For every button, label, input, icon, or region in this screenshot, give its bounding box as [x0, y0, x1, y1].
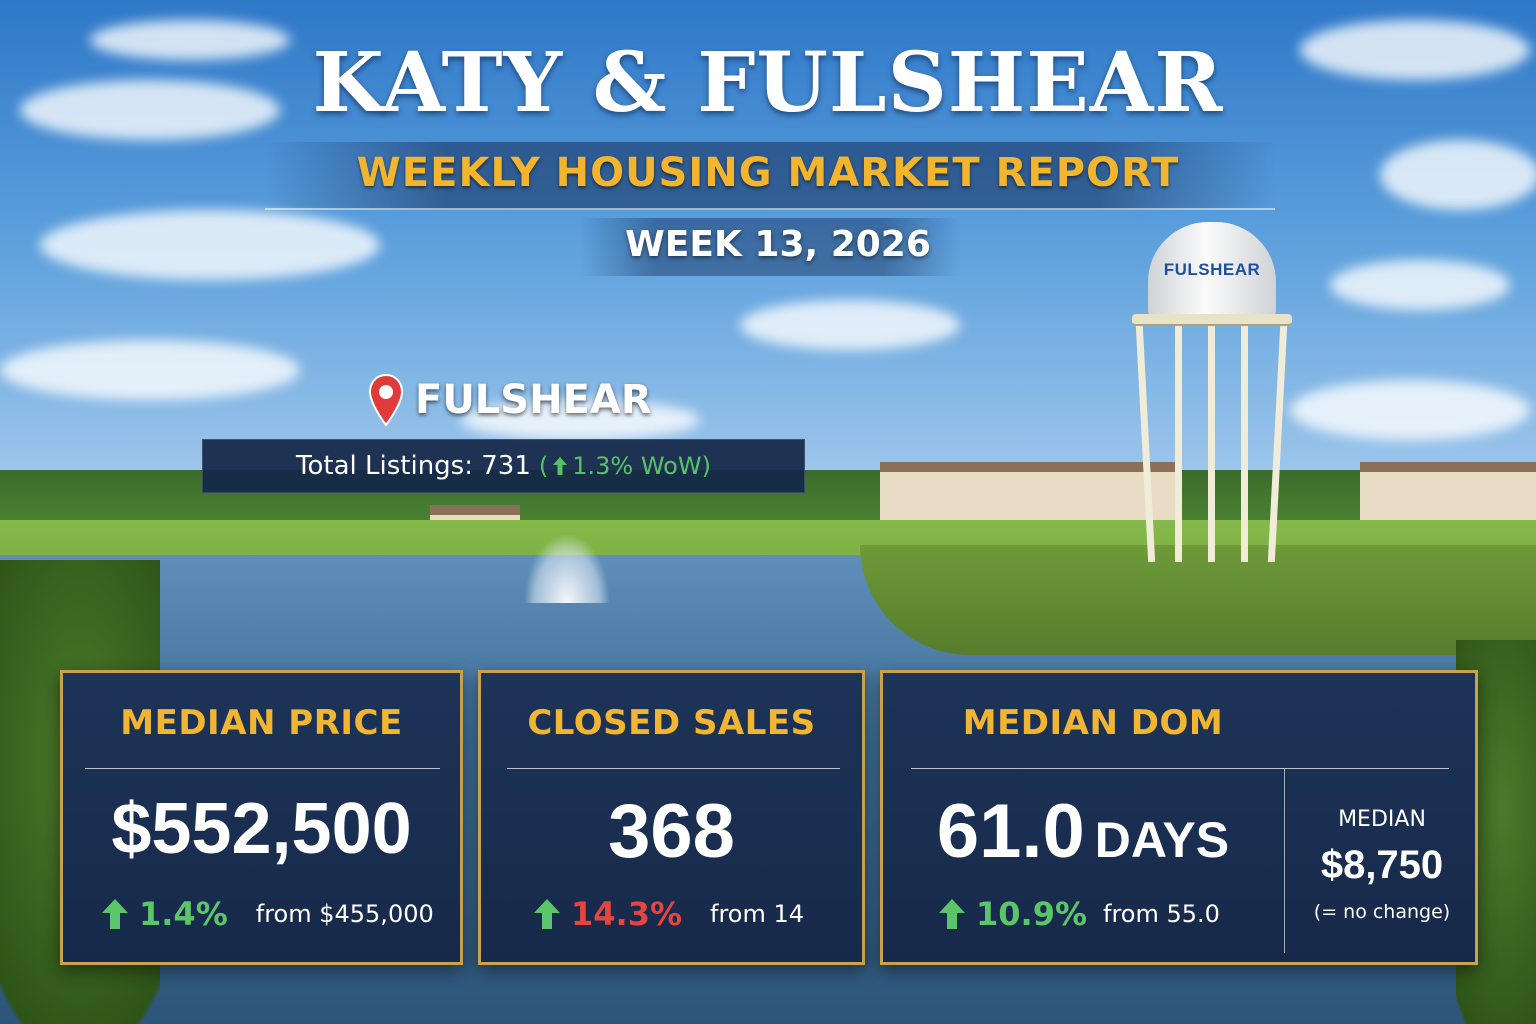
closed-sales-change-from: from 14 — [710, 900, 805, 928]
water-tower-label: FULSHEAR — [1163, 260, 1261, 279]
water-tower-balcony — [1132, 314, 1292, 326]
median-dom-card: MEDIAN DOM 61.0 DAYS 10.9% from 55.0 MEDI… — [880, 670, 1478, 965]
median-dom-value: 61.0 — [936, 789, 1085, 874]
lake-shore — [860, 545, 1536, 655]
water-tower-leg — [1135, 326, 1156, 562]
median-price-value: $552,500 — [111, 789, 412, 869]
cloud — [40, 210, 380, 280]
median-dom-unit: DAYS — [1094, 812, 1230, 868]
median-dom-change: 10.9% from 55.0 — [938, 895, 1220, 933]
median-price-change: 1.4% from $455,000 — [101, 895, 434, 933]
total-listings-label: Total Listings: 731 — [296, 451, 531, 481]
arrow-up-icon — [534, 899, 560, 929]
paren-close: ) — [701, 452, 711, 480]
water-tower-leg — [1241, 326, 1248, 562]
closed-sales-change: 14.3% from 14 — [533, 895, 804, 933]
cloud — [740, 300, 960, 350]
paren-open: ( — [538, 452, 549, 480]
subtitle-banner — [265, 142, 1275, 210]
map-pin-icon — [368, 373, 404, 427]
report-subtitle: WEEKLY HOUSING MARKET REPORT — [356, 150, 1180, 196]
water-tower-leg — [1175, 326, 1182, 562]
cloud — [1300, 20, 1530, 80]
water-tower-tank — [1148, 222, 1276, 318]
listings-change-value: 1.3% WoW — [572, 452, 702, 480]
median-price-change-from: from $455,000 — [255, 900, 434, 928]
houses — [1360, 462, 1536, 526]
side-median-value: $8,750 — [1320, 843, 1444, 887]
water-tower: FULSHEAR — [1130, 222, 1295, 562]
cloud — [1290, 380, 1530, 440]
location-name: FULSHEAR — [415, 377, 652, 423]
total-listings-box: Total Listings: 731 ( 1.3% WoW ) — [202, 439, 805, 493]
cloud — [1330, 260, 1510, 310]
houses — [880, 462, 1180, 526]
water-tower-leg — [1267, 326, 1288, 562]
cloud — [1380, 140, 1536, 210]
cloud — [0, 340, 300, 400]
median-dom-change-pct: 10.9% — [976, 895, 1088, 933]
arrow-up-icon — [939, 899, 965, 929]
arrow-up-icon — [553, 457, 568, 475]
median-dom-title: MEDIAN DOM — [962, 703, 1224, 743]
card-vertical-divider — [1284, 769, 1285, 953]
card-divider — [507, 768, 840, 769]
arrow-up-icon — [102, 899, 128, 929]
listings-change: ( 1.3% WoW ) — [539, 452, 711, 480]
cloud — [90, 20, 290, 60]
closed-sales-value: 368 — [608, 789, 735, 874]
week-banner — [580, 218, 960, 276]
median-price-title: MEDIAN PRICE — [120, 703, 403, 743]
closed-sales-title: CLOSED SALES — [527, 703, 816, 743]
closed-sales-change-pct: 14.3% — [571, 895, 683, 933]
report-week: WEEK 13, 2026 — [625, 224, 931, 265]
median-price-change-pct: 1.4% — [139, 895, 228, 933]
median-dom-value-row: 61.0 DAYS — [883, 788, 1283, 875]
median-price-card: MEDIAN PRICE $552,500 1.4% from $455,000 — [60, 670, 463, 965]
report-title: KATY & FULSHEAR — [312, 35, 1224, 131]
water-tower-leg — [1208, 326, 1215, 562]
cloud — [460, 400, 700, 440]
fountain — [525, 535, 609, 603]
closed-sales-card: CLOSED SALES 368 14.3% from 14 — [478, 670, 865, 965]
side-median-note: (= no change) — [1313, 901, 1451, 923]
cloud — [20, 80, 280, 140]
median-dom-change-from: from 55.0 — [1103, 900, 1220, 928]
side-median-label: MEDIAN — [1338, 807, 1426, 832]
card-divider — [85, 768, 440, 769]
card-divider — [911, 768, 1449, 769]
